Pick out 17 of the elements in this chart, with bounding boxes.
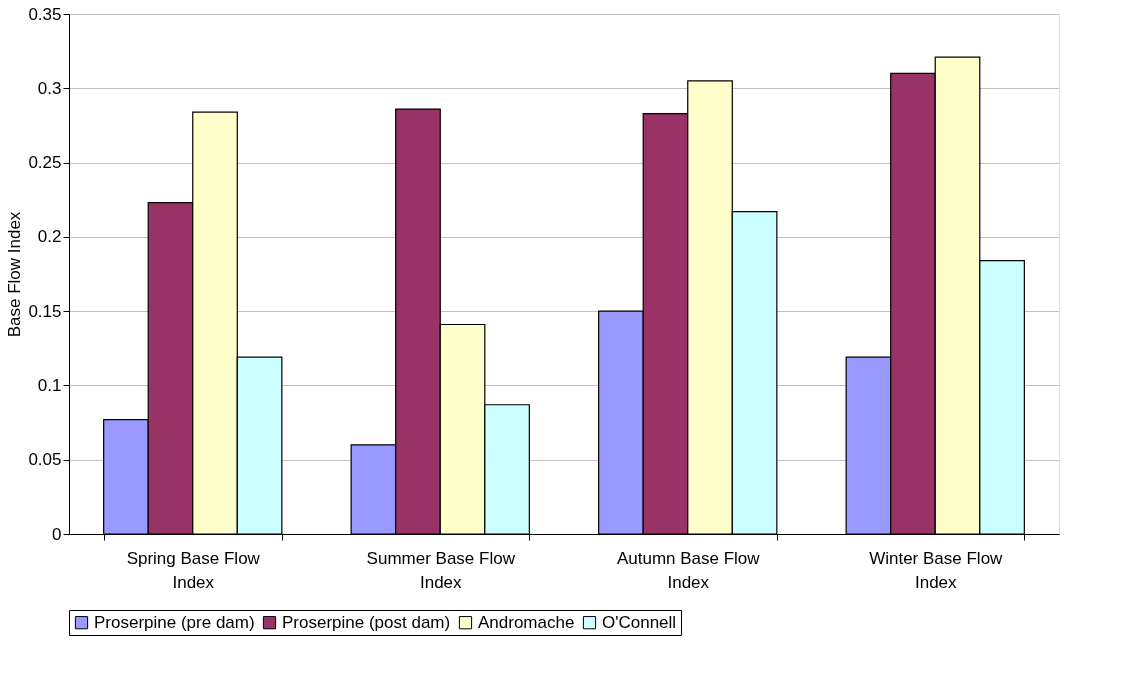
x-tick-label: Winter Base Flow Index bbox=[869, 548, 1004, 592]
y-tick-label: 0.15 bbox=[28, 301, 62, 321]
y-tick-label: 0.35 bbox=[28, 4, 62, 24]
y-tick-label: 0 bbox=[52, 524, 62, 544]
y-tick-label: 0.25 bbox=[28, 153, 62, 173]
x-tick-label: Autumn Base Flow Index bbox=[616, 548, 761, 592]
legend-label: O'Connell bbox=[602, 612, 677, 632]
legend-label: Andromache bbox=[478, 612, 575, 632]
y-tick-label: 0.1 bbox=[37, 375, 62, 395]
x-tick-label: Spring Base Flow Index bbox=[126, 548, 261, 592]
legend-label: Proserpine (pre dam) bbox=[94, 612, 255, 632]
y-tick-label: 0.2 bbox=[37, 227, 62, 247]
legend-label: Proserpine (post dam) bbox=[282, 612, 451, 632]
y-tick-label: 0.05 bbox=[28, 450, 62, 470]
y-axis-title: Base Flow Index bbox=[5, 211, 25, 338]
y-tick-label: 0.3 bbox=[37, 78, 62, 98]
x-tick-label: Summer Base Flow Index bbox=[366, 548, 516, 592]
